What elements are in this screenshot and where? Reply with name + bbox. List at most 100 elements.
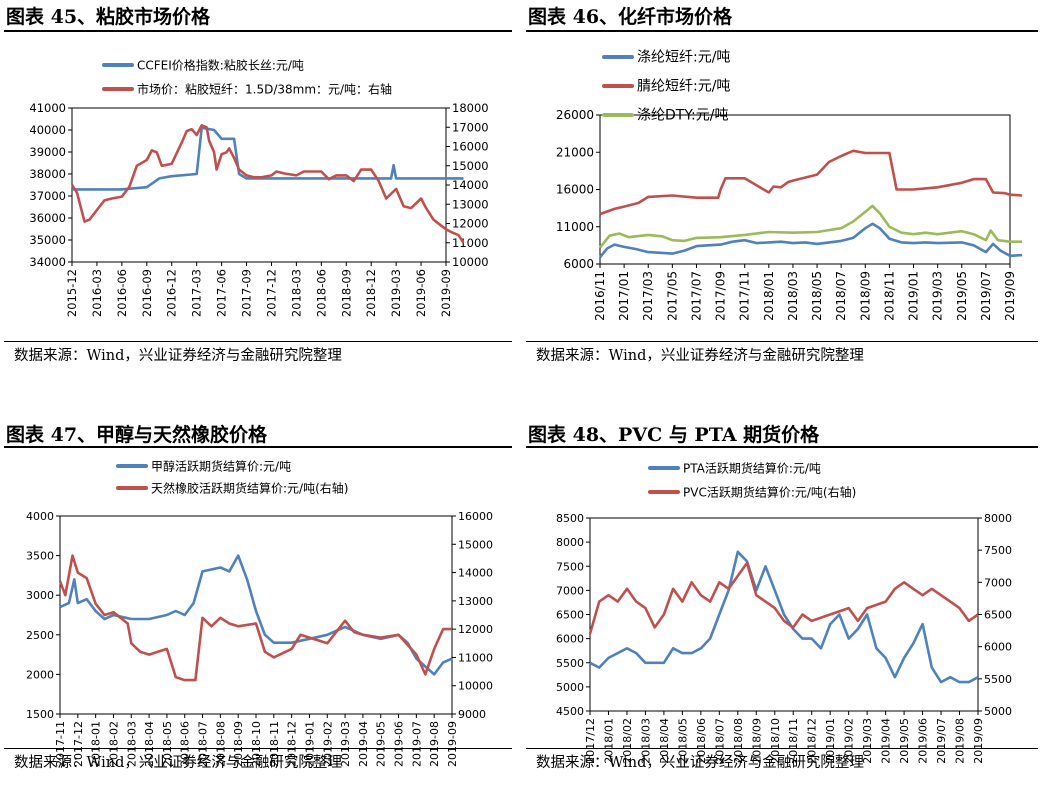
y-tick-label-left: 3000: [26, 589, 54, 602]
y-tick-label-left: 8000: [556, 536, 584, 549]
series-line: [599, 149, 1023, 216]
y-tick-label-left: 4500: [556, 705, 584, 718]
x-tick-label: 2017/01: [617, 271, 631, 321]
x-tick-label: 2017-03: [190, 269, 204, 317]
x-tick-label: 2018-09: [232, 721, 245, 767]
x-tick-label: 2016-12: [165, 269, 179, 317]
x-tick-label: 2018/10: [769, 718, 782, 764]
y-tick-label-left: 2000: [26, 668, 54, 681]
x-tick-label: 2019/08: [954, 718, 967, 764]
title-divider: [4, 446, 512, 448]
x-tick-label: 2017-12: [72, 721, 85, 767]
panel-title: 图表 48、PVC 与 PTA 期货价格: [528, 424, 820, 446]
source-divider: [526, 748, 1038, 749]
legend-label: 甲醇活跃期货结算价:元/吨: [151, 459, 291, 474]
source-divider: [4, 341, 512, 342]
legend-label: 涤纶短纤:元/吨: [637, 50, 730, 66]
y-tick-label-left: 8500: [556, 512, 584, 525]
x-tick-label: 2018/01: [762, 271, 776, 321]
x-tick-label: 2018-06: [314, 269, 328, 317]
y-tick-label-left: 6000: [563, 257, 594, 271]
x-tick-label: 2018-02: [107, 721, 120, 767]
y-tick-label-right: 5500: [984, 673, 1012, 686]
y-tick-label-right: 7000: [984, 576, 1012, 589]
series-line: [70, 124, 465, 244]
y-tick-label-left: 6500: [556, 609, 584, 622]
x-tick-label: 2018-01: [90, 721, 103, 767]
y-tick-label-left: 35000: [29, 233, 66, 247]
y-tick-label-left: 4000: [26, 510, 54, 523]
x-tick-label: 2019-03: [389, 269, 403, 317]
x-tick-label: 2019-08: [428, 721, 441, 767]
x-tick-label: 2019/09: [1003, 271, 1017, 321]
y-tick-label-left: 2500: [26, 629, 54, 642]
source-note: 数据来源：Wind，兴业证券经济与金融研究院整理: [536, 348, 864, 364]
series-line: [598, 204, 1023, 249]
series-line: [589, 550, 979, 684]
y-tick-label-left: 5500: [556, 657, 584, 670]
x-tick-label: 2017/07: [689, 271, 703, 321]
x-tick-label: 2017/05: [665, 271, 679, 321]
x-tick-label: 2018/05: [676, 718, 689, 764]
chart-chemical-fiber: 6000 11000 16000 21000 26000 2016/11 2017/01 20…: [556, 50, 1023, 321]
legend-label: CCFEI价格指数:粘胶长丝:元/吨: [137, 58, 304, 73]
series-line: [598, 222, 1023, 259]
y-tick-label-left: 21000: [556, 145, 594, 159]
x-tick-label: 2018-05: [161, 721, 174, 767]
x-tick-label: 2019/01: [824, 718, 837, 764]
chart-pvc-pta: 4500 5000 5500 6000 6500 7000 7500 8000 8500 5000…: [556, 461, 1012, 764]
y-tick-label-left: 6000: [556, 633, 584, 646]
x-tick-label: 2019-01: [303, 721, 316, 767]
x-tick-label: 2019-03: [339, 721, 352, 767]
legend-label: 天然橡胶活跃期货结算价:元/吨(右轴): [151, 481, 348, 496]
x-tick-label: 2018-08: [214, 721, 227, 767]
y-tick-label-right: 10000: [458, 680, 493, 693]
y-tick-label-right: 18000: [452, 101, 489, 115]
panel-title: 图表 47、甲醇与天然橡胶价格: [6, 424, 268, 446]
y-tick-label-left: 7500: [556, 560, 584, 573]
y-tick-label-left: 40000: [29, 123, 66, 137]
x-tick-label: 2019/07: [935, 718, 948, 764]
y-tick-label-left: 37000: [29, 189, 66, 203]
y-tick-label-left: 26000: [556, 108, 594, 122]
x-tick-label: 2018-11: [268, 721, 281, 767]
x-tick-label: 2018/09: [858, 271, 872, 321]
y-tick-label-right: 17000: [452, 120, 489, 134]
panel-chemical-fiber: 图表 46、化纤市场价格 6000 11000 16000 21000 26000 201…: [522, 0, 1042, 388]
x-tick-label: 2019-07: [410, 721, 423, 767]
title-divider: [526, 30, 1038, 32]
x-tick-label: 2018-12: [364, 269, 378, 317]
x-tick-label: 2019-09: [439, 269, 453, 317]
y-tick-label-right: 16000: [452, 140, 489, 154]
source-note: 数据来源：Wind，兴业证券经济与金融研究院整理: [14, 348, 342, 364]
x-tick-label: 2018-07: [197, 721, 210, 767]
x-tick-label: 2019-02: [321, 721, 334, 767]
y-tick-label-left: 7000: [556, 584, 584, 597]
legend-label: PVC活跃期货结算价:元/吨(右轴): [683, 485, 856, 500]
x-tick-label: 2019/06: [917, 718, 930, 764]
x-tick-label: 2019-06: [393, 721, 406, 767]
y-tick-label-right: 7500: [984, 544, 1012, 557]
legend-label: 市场价：粘胶短纤：1.5D/38mm：元/吨：右轴: [137, 82, 392, 97]
x-tick-label: 2018-03: [125, 721, 138, 767]
x-tick-label: 2019-06: [414, 269, 428, 317]
x-tick-label: 2018/04: [658, 718, 671, 764]
x-tick-label: 2019/03: [931, 271, 945, 321]
series-line: [588, 561, 979, 635]
y-tick-label-left: 41000: [29, 101, 66, 115]
x-tick-label: 2018/03: [786, 271, 800, 321]
panel-viscose: 图表 45、粘胶市场价格 34000 35000 36000 37000 38000 39…: [0, 0, 520, 388]
x-tick-label: 2018/06: [695, 718, 708, 764]
y-tick-label-left: 5000: [556, 681, 584, 694]
y-tick-label-right: 11000: [458, 651, 493, 664]
x-tick-label: 2018/02: [621, 718, 634, 764]
y-tick-label-right: 10000: [452, 255, 489, 269]
y-tick-label-right: 16000: [458, 510, 493, 523]
panel-methanol-rubber: 图表 47、甲醇与天然橡胶价格 1500 2000 2500 3000 3500 4000…: [0, 418, 520, 806]
y-tick-label-right: 12000: [458, 623, 493, 636]
x-tick-label: 2015-12: [65, 269, 79, 317]
y-tick-label-left: 34000: [29, 255, 66, 269]
x-tick-label: 2019/05: [955, 271, 969, 321]
x-tick-label: 2018-04: [143, 721, 156, 767]
x-tick-label: 2019/03: [861, 718, 874, 764]
